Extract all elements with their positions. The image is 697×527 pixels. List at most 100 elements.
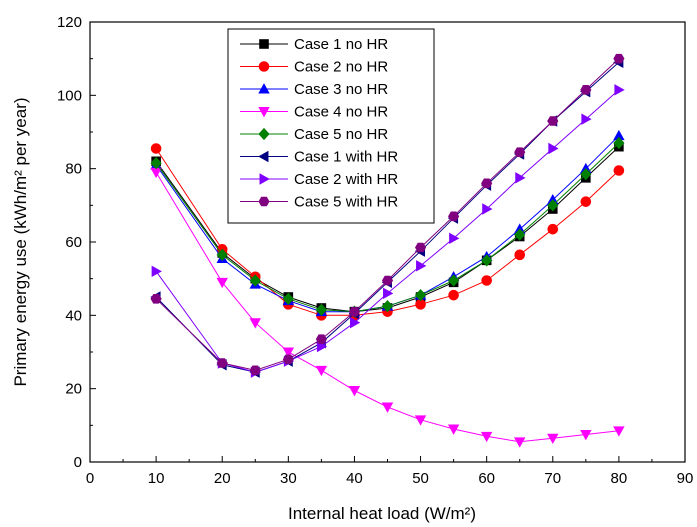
y-tick-label: 20 [65, 381, 82, 398]
data-point [547, 199, 559, 212]
series-8 [150, 53, 625, 376]
data-point [249, 274, 261, 287]
data-point [216, 358, 228, 368]
x-tick-label: 20 [214, 470, 231, 487]
data-point [581, 113, 592, 125]
legend-label: Case 1 with HR [294, 149, 398, 166]
legend-marker [258, 150, 269, 163]
data-point [315, 365, 328, 377]
series-line [155, 58, 620, 371]
x-tick-label: 30 [280, 470, 297, 487]
x-tick-label: 10 [148, 470, 165, 487]
data-point [613, 165, 625, 176]
data-point [383, 287, 394, 300]
data-point [515, 172, 526, 184]
x-tick-label: 60 [478, 470, 495, 487]
legend-marker [258, 127, 270, 141]
legend-marker [258, 61, 270, 72]
data-point [580, 85, 592, 95]
legend-marker [259, 173, 270, 185]
legend-label: Case 5 no HR [294, 126, 388, 143]
data-point [580, 168, 592, 181]
legend-item: Case 4 no HR [240, 104, 388, 121]
data-point [514, 249, 526, 261]
legend-label: Case 3 no HR [294, 81, 388, 98]
data-point [613, 426, 625, 437]
data-point [381, 402, 394, 413]
legend-item: Case 2 with HR [240, 171, 398, 188]
data-point [381, 275, 394, 286]
data-point [547, 433, 559, 444]
data-point [548, 142, 559, 155]
data-point [481, 254, 493, 267]
data-point [348, 386, 361, 397]
data-point [613, 136, 625, 150]
data-point [150, 157, 162, 170]
data-point [480, 431, 493, 443]
legend-item: Case 2 no HR [240, 59, 388, 76]
data-point [449, 232, 460, 245]
data-point [614, 84, 625, 96]
legend-label: Case 5 with HR [294, 194, 398, 211]
legend-marker [258, 83, 270, 94]
data-point [514, 228, 526, 241]
data-point [613, 53, 625, 64]
data-point [448, 274, 460, 287]
data-point [416, 260, 427, 272]
y-tick-label: 40 [65, 307, 82, 324]
data-point [415, 242, 427, 253]
data-point [514, 437, 526, 448]
data-point [448, 289, 459, 301]
data-point [315, 303, 327, 316]
data-point [414, 415, 427, 426]
legend-marker [258, 107, 270, 118]
legend-label: Case 2 with HR [294, 171, 398, 188]
data-point [348, 306, 360, 317]
x-tick-label: 70 [544, 470, 561, 487]
data-point [150, 294, 162, 304]
legend-item: Case 1 no HR [240, 36, 388, 53]
x-tick-label: 50 [412, 470, 429, 487]
series-line [155, 148, 620, 316]
data-point [547, 116, 559, 126]
data-point [448, 211, 460, 222]
x-axis-label: Internal heat load (W/m²) [288, 504, 476, 523]
data-point [150, 167, 162, 179]
data-point [282, 347, 295, 358]
series-layer [150, 53, 625, 448]
data-point [580, 430, 592, 441]
data-point [447, 424, 460, 435]
data-point [282, 292, 294, 305]
data-point [547, 223, 559, 235]
axis-ticks: 0 10 20 30 40 50 60 70 80 90 0 20 40 60 80 100 120 [57, 14, 693, 487]
x-tick-label: 0 [86, 470, 94, 487]
legend-box [227, 28, 435, 224]
data-point [315, 334, 327, 344]
legend-item: Case 5 with HR [240, 194, 398, 211]
legend-label: Case 1 no HR [294, 36, 388, 53]
x-tick-label: 90 [677, 470, 694, 487]
y-tick-label: 100 [57, 87, 82, 104]
data-point [481, 178, 493, 189]
y-axis-label: Primary energy use (kWh/m² per year) [11, 97, 30, 386]
legend-item: Case 3 no HR [240, 81, 388, 98]
data-point [482, 203, 493, 215]
series-line [155, 142, 620, 313]
data-point [514, 147, 526, 157]
data-point [151, 265, 162, 278]
y-tick-label: 120 [57, 14, 82, 31]
legend-item: Case 1 with HR [240, 149, 398, 166]
data-point [414, 289, 427, 302]
series-4 [150, 167, 625, 448]
data-point [282, 354, 294, 365]
data-point [150, 143, 162, 154]
data-point [580, 196, 592, 207]
x-tick-label: 80 [611, 470, 628, 487]
data-point [481, 275, 492, 286]
series-line [155, 172, 619, 443]
legend-item: Case 5 no HR [240, 126, 388, 143]
y-tick-label: 80 [65, 161, 82, 178]
legend-label: Case 4 no HR [294, 104, 388, 121]
legend-marker [259, 39, 269, 49]
